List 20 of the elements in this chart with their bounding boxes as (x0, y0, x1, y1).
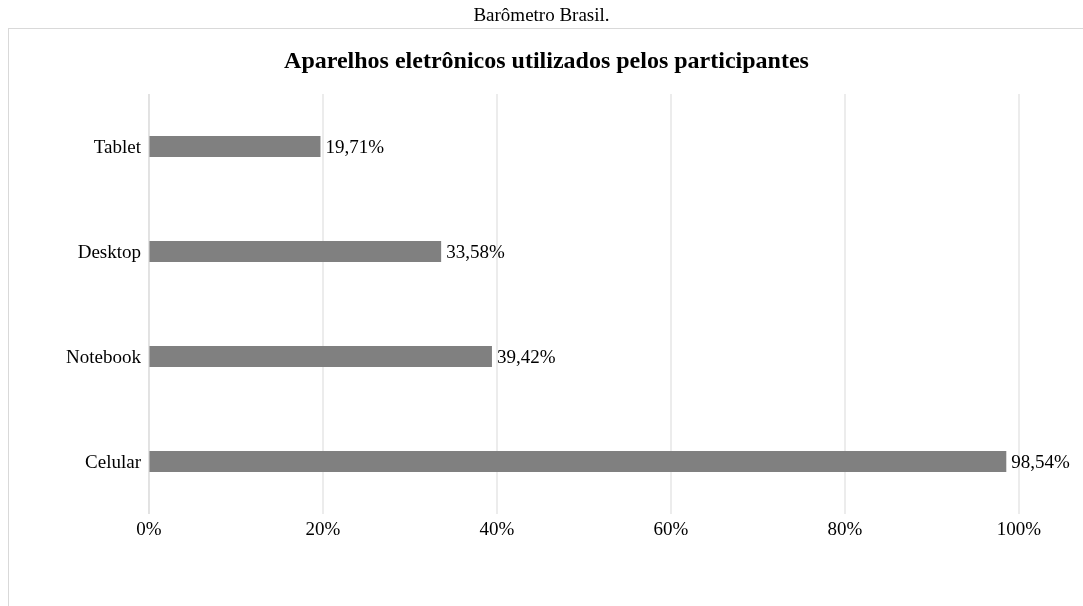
data-label: 39,42% (496, 346, 556, 368)
x-tick-label: 0% (136, 518, 162, 540)
y-tick-label: Desktop (77, 241, 141, 263)
y-tick-label: Notebook (66, 346, 142, 368)
bar (149, 451, 1007, 472)
x-tick-label: 80% (827, 518, 863, 540)
x-tick-label: 100% (996, 518, 1042, 540)
bar (149, 241, 442, 262)
x-tick-label: 20% (305, 518, 341, 540)
text: Barômetro Brasil. (472, 4, 611, 26)
data-label: 19,71% (325, 136, 385, 158)
x-tick-label: 60% (653, 518, 689, 540)
data-label: 98,54% (1011, 451, 1071, 473)
chart-title: Aparelhos eletrônicos utilizados pelos participantes (283, 47, 810, 74)
bar (149, 136, 321, 157)
x-tick-label: 40% (479, 518, 515, 540)
y-tick-label: Celular (85, 451, 142, 473)
data-label: 33,58% (446, 241, 505, 263)
bar (149, 346, 492, 367)
y-tick-label: Tablet (93, 136, 142, 158)
